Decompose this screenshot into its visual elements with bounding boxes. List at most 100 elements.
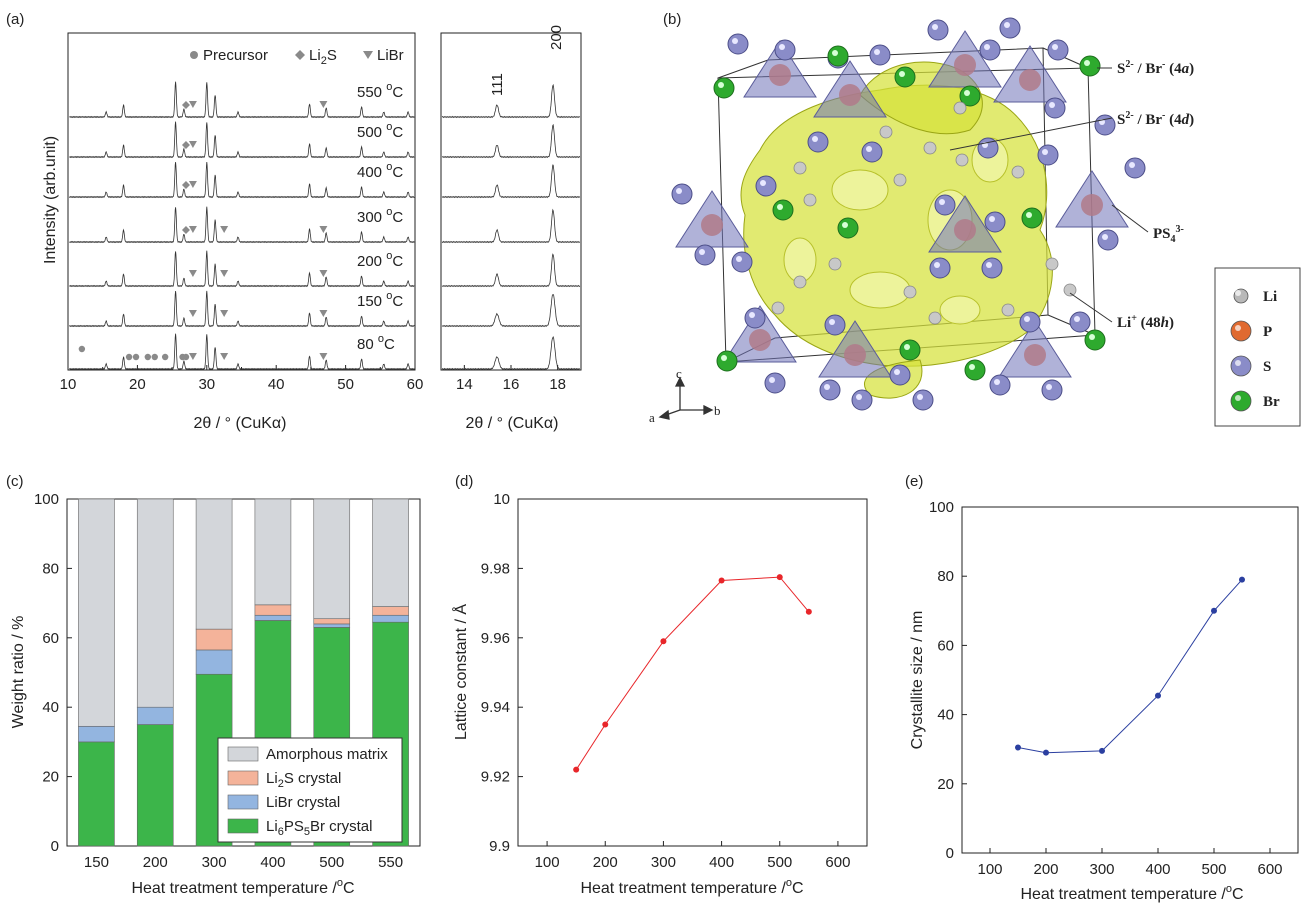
marker-li2s <box>181 226 190 234</box>
series-line <box>575 576 810 770</box>
y-tick-label: 9.96 <box>481 630 510 647</box>
s-atom <box>727 33 749 55</box>
data-point-550 <box>805 608 812 615</box>
marker-libr <box>188 141 197 148</box>
s-atom <box>912 389 934 411</box>
xrd-pattern-150-oc <box>69 290 415 328</box>
marker-libr <box>188 101 197 108</box>
bar-amorphous-matrix-500 <box>313 498 351 620</box>
s-atom <box>869 44 891 66</box>
s-atom <box>1019 311 1041 333</box>
peak-label-200: 200 <box>548 25 565 50</box>
s-atom <box>764 372 786 394</box>
marker-libr <box>188 270 197 277</box>
panel-b-crystal-structure: S2- / Br- (4a) S2- / Br- (4d) PS43- Li+ … <box>649 17 1301 427</box>
legend-atom-highlight <box>1235 290 1241 296</box>
peak-label-111: 111 <box>489 73 506 96</box>
bar-li2s-crystal-400 <box>254 604 292 616</box>
br-atom <box>899 339 921 361</box>
data-point-200 <box>602 721 609 728</box>
y-tick-label: 60 <box>937 637 954 654</box>
marker-libr <box>188 226 197 233</box>
bar-amorphous-matrix-200 <box>136 498 174 708</box>
legend-label-libr: LiBr <box>377 47 404 64</box>
li-atom <box>771 301 785 315</box>
atom-highlight <box>989 216 995 222</box>
li-atom <box>828 257 842 271</box>
x-tick-label: 200 <box>593 854 618 871</box>
legend-atom-br <box>1230 390 1252 412</box>
marker-precursor <box>151 353 158 361</box>
s-atom <box>824 314 846 336</box>
atom-highlight <box>812 136 818 142</box>
atom-highlight <box>769 377 775 383</box>
atom-highlight <box>964 90 970 96</box>
legend-label-li2s-crystal: Li2S crystal <box>266 770 341 790</box>
panel-a-xrd: 10 20 30 40 50 60 14 16 18 Precursor Li2S LiBr 5… <box>42 25 582 432</box>
li-conduction-isosurface <box>740 61 1053 399</box>
marker-libr <box>220 270 229 277</box>
marker-libr <box>319 353 328 360</box>
atom-highlight <box>829 319 835 325</box>
x-tick-label: 500 <box>767 854 792 871</box>
atom-highlight <box>832 50 838 56</box>
y-tick-label: 9.94 <box>481 699 510 716</box>
xrd-temp-label: 400 oC <box>357 161 403 181</box>
xrd-pattern-300-oc <box>69 206 415 244</box>
x-tick-label: 100 <box>535 854 560 871</box>
legend-swatch-li2s-crystal <box>227 770 259 786</box>
br-atom <box>713 77 735 99</box>
marker-libr <box>319 310 328 317</box>
marker-libr <box>319 101 328 108</box>
marker-li2s <box>181 141 190 149</box>
p-atom <box>749 329 771 351</box>
s-atom <box>889 364 911 386</box>
legend-atom-p <box>1230 320 1252 342</box>
atom-highlight <box>932 24 938 30</box>
crystal-axes: c b a <box>649 366 721 425</box>
legend-swatch-libr-crystal <box>227 794 259 810</box>
atom-highlight <box>749 312 755 318</box>
s-atom <box>981 257 1003 279</box>
xrd-zoom-pattern-400-oc <box>441 164 581 199</box>
atom-highlight <box>934 262 940 268</box>
s-atom <box>984 211 1006 233</box>
s-atom <box>999 17 1021 39</box>
xrd-x-tick-label: 30 <box>198 376 215 393</box>
s-atom <box>979 39 1001 61</box>
xrd-pattern-400-oc <box>69 161 415 199</box>
marker-precursor <box>125 353 133 361</box>
li-atom <box>903 285 917 299</box>
br-atom <box>837 217 859 239</box>
legend-label-p: P <box>1263 324 1272 340</box>
s-atom <box>819 379 841 401</box>
data-point-500 <box>776 574 783 581</box>
panel-d-lattice-constant: 100 200 300 400 500 6009.99.929.949.969.9810 … <box>451 491 868 897</box>
bar-x-tick-label: 150 <box>84 854 109 871</box>
atom-highlight <box>1004 22 1010 28</box>
atom-highlight <box>1049 102 1055 108</box>
atom-highlight <box>994 379 1000 385</box>
data-point-500 <box>1211 607 1217 614</box>
marker-libr <box>319 226 328 233</box>
xrd-zoom-pattern-200-oc <box>442 253 581 288</box>
atom-highlight <box>1089 334 1095 340</box>
s-atom <box>851 389 873 411</box>
xrd-x-tick-label: 60 <box>407 376 424 393</box>
atom-highlight <box>736 256 742 262</box>
li-atom <box>803 193 817 207</box>
panel-c-weight-ratio: 0 20 40 60 80 100 150 200 300 400 500 550 Amorphous… <box>10 491 421 897</box>
atom-highlight <box>1042 149 1048 155</box>
axis-a: a <box>649 410 655 425</box>
s-atom <box>774 39 796 61</box>
site-label-li-48h: Li+ (48h) <box>1117 313 1174 331</box>
atom-highlight <box>866 146 872 152</box>
p-atom <box>1019 69 1041 91</box>
marker-libr <box>188 353 197 360</box>
s-atom <box>755 175 777 197</box>
s-atom <box>927 19 949 41</box>
xrd-zoom-pattern-500-oc <box>442 123 581 159</box>
marker-libr <box>220 310 229 317</box>
br-atom <box>772 199 794 221</box>
br-atom <box>1084 329 1106 351</box>
